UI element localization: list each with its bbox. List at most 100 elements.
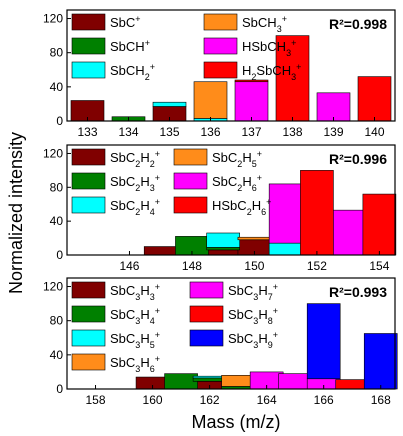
legend-swatch <box>71 281 106 299</box>
bar-2-2-149 <box>206 247 240 251</box>
bar-3-5-165 <box>278 373 312 390</box>
bar-2-1-149 <box>206 249 240 256</box>
legend-swatch <box>71 61 106 79</box>
panel-frame <box>66 144 396 256</box>
bar-3-2-162 <box>192 377 227 382</box>
panel-1: 0 40 80 120 133 134 135 136 137 138 139 140 SbC+ SbCH… <box>43 9 396 139</box>
y-tick-label: 0 <box>56 382 63 396</box>
y-tick-label: 120 <box>43 146 63 160</box>
y-tick-label: 40 <box>50 214 64 228</box>
bar-3-3-162 <box>192 375 227 379</box>
x-tick-label: 162 <box>200 393 220 407</box>
x-tick-label: 134 <box>118 125 138 139</box>
legend-label: SbCH3+ <box>242 14 287 34</box>
r-squared-label: R²=0.996 <box>329 151 387 167</box>
legend-swatch <box>173 172 208 190</box>
legend-swatch <box>71 305 106 323</box>
legend-swatch <box>71 353 106 371</box>
bar-3-2-161 <box>164 373 198 390</box>
bar-1-6-137 <box>234 79 269 83</box>
legend-label: SbC3H7+ <box>228 282 278 302</box>
y-tick-label: 80 <box>50 314 64 328</box>
bar-2-1-147 <box>143 246 178 256</box>
x-tick-label: 154 <box>369 259 389 273</box>
y-tick-label: 40 <box>50 80 64 94</box>
y-tick-label: 80 <box>50 46 64 60</box>
y-axis-title: Normalized intensity <box>6 132 26 294</box>
x-tick-label: 168 <box>371 393 391 407</box>
x-tick-label: 136 <box>200 125 220 139</box>
bar-2-3-151 <box>268 242 303 256</box>
legend-label: SbCH+ <box>110 38 150 54</box>
bar-3-7-168 <box>363 333 398 390</box>
legend-label: SbC3H3+ <box>110 282 160 302</box>
bar-1-3-135 <box>152 101 187 107</box>
legend-label: HSbC2H6+ <box>212 197 271 217</box>
legend-label: H2SbCH3+ <box>242 62 301 82</box>
legend-swatch <box>71 172 106 190</box>
bar-1-4-136 <box>193 81 228 119</box>
legend-label: SbC2H6+ <box>212 173 262 193</box>
x-tick-label: 164 <box>257 393 277 407</box>
bar-2-5-151 <box>268 183 303 244</box>
bar-1-6-138 <box>275 35 310 122</box>
legend-swatch <box>189 305 224 323</box>
x-tick-label: 160 <box>143 393 163 407</box>
legend-swatch <box>203 13 238 31</box>
bar-2-6-154 <box>362 193 397 256</box>
bar-1-5-137 <box>234 81 269 122</box>
x-tick-label: 140 <box>364 125 384 139</box>
r-squared-label: R²=0.998 <box>329 16 387 32</box>
y-tick-label: 0 <box>56 248 63 262</box>
legend-swatch <box>203 37 238 55</box>
x-tick-label: 137 <box>241 125 261 139</box>
chart-panels: 0 40 80 120 133 134 135 136 137 138 139 140 SbC+ SbCH… <box>43 9 398 407</box>
bar-2-5-153 <box>331 209 365 256</box>
legend-swatch <box>71 13 106 31</box>
legend-swatch <box>173 196 208 214</box>
bar-3-6-167 <box>335 379 370 390</box>
legend-label: SbC3H4+ <box>110 306 160 326</box>
legend-swatch <box>189 281 224 299</box>
x-tick-label: 146 <box>119 259 139 273</box>
x-tick-label: 138 <box>282 125 302 139</box>
bar-2-6-152 <box>300 170 334 256</box>
legend-swatch <box>71 148 106 166</box>
panel-frame <box>66 277 396 390</box>
legend-label: SbC2H2+ <box>110 149 160 169</box>
y-tick-label: 120 <box>43 12 63 26</box>
legend-label: SbC2H3+ <box>110 173 160 193</box>
y-tick-label: 0 <box>56 114 63 128</box>
bar-1-6-140 <box>357 76 392 122</box>
legend-swatch <box>71 37 106 55</box>
legend-swatch <box>71 329 106 347</box>
legend-swatch <box>203 61 238 79</box>
x-tick-label: 148 <box>182 259 202 273</box>
x-tick-label: 139 <box>323 125 343 139</box>
bar-3-4-163 <box>221 375 255 387</box>
legend-label: SbC3H9+ <box>228 330 278 350</box>
y-tick-label: 120 <box>43 280 63 294</box>
x-tick-label: 150 <box>244 259 264 273</box>
x-tick-label: 158 <box>86 393 106 407</box>
panel-3: 0 40 80 120 158 160 162 164 166 168 SbC3H3+ SbC3H4+… <box>43 277 398 407</box>
bar-1-5-139 <box>316 92 351 122</box>
panel-2: 0 40 80 120 146 148 150 152 154 SbC2H2+ SbC2H3+ SbC… <box>43 144 397 273</box>
r-squared-label: R²=0.993 <box>329 284 387 300</box>
x-tick-label: 152 <box>307 259 327 273</box>
legend-label: SbC3H5+ <box>110 330 160 350</box>
x-tick-label: 133 <box>77 125 97 139</box>
legend-label: SbC2H5+ <box>212 149 262 169</box>
panel-frame <box>66 9 396 122</box>
legend-swatch <box>173 148 208 166</box>
y-tick-label: 80 <box>50 180 64 194</box>
x-axis-title: Mass (m/z) <box>192 412 281 432</box>
legend-label: SbC3H6+ <box>110 354 160 374</box>
x-tick-label: 135 <box>159 125 179 139</box>
legend-swatch <box>189 329 224 347</box>
legend-label: SbC+ <box>110 14 141 30</box>
legend-label: SbC2H4+ <box>110 197 160 217</box>
bar-2-3-149 <box>206 232 240 248</box>
legend-label: SbCH2+ <box>110 62 155 82</box>
